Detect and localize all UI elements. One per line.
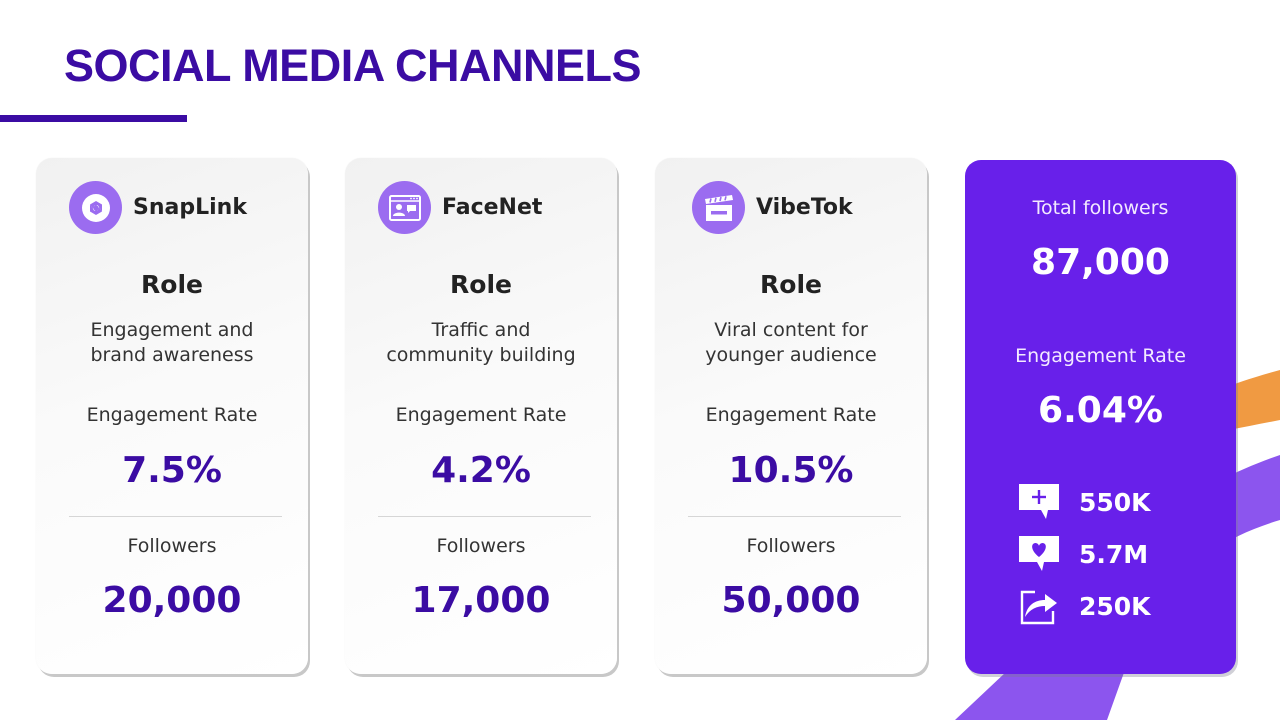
stat-value: 550K — [1079, 487, 1151, 517]
camera-aperture-icon — [69, 181, 122, 234]
summary-card: Total followers 87,000 Engagement Rate 6… — [965, 160, 1236, 674]
divider — [688, 516, 901, 517]
role-description: Viral content for younger audience — [655, 318, 927, 368]
video-chat-window-icon — [378, 181, 431, 234]
followers-value: 20,000 — [102, 580, 242, 621]
engagement-rate-label: Engagement Rate — [86, 404, 258, 426]
summary-engagement-value: 6.04% — [1038, 390, 1163, 431]
followers-label: Followers — [746, 535, 836, 557]
role-heading: Role — [760, 270, 822, 299]
engagement-rate-value: 4.2% — [431, 450, 531, 491]
role-heading: Role — [141, 270, 203, 299]
channel-name: SnapLink — [133, 195, 247, 220]
total-followers-label: Total followers — [1032, 197, 1169, 219]
comment-plus-icon — [1017, 482, 1061, 522]
role-heading: Role — [450, 270, 512, 299]
comment-heart-icon — [1017, 534, 1061, 574]
share-arrow-icon — [1017, 586, 1061, 626]
followers-value: 17,000 — [411, 580, 551, 621]
role-line-1: Engagement and — [90, 319, 254, 341]
stat-value: 5.7M — [1079, 539, 1149, 569]
clapperboard-icon — [692, 181, 745, 234]
role-line-1: Viral content for — [714, 319, 868, 341]
stat-shares: 250K — [1017, 586, 1151, 626]
summary-engagement-label: Engagement Rate — [1015, 345, 1186, 367]
total-followers-value: 87,000 — [1031, 242, 1170, 283]
channel-card-snaplink: SnapLink Role Engagement and brand aware… — [36, 158, 308, 674]
role-description: Engagement and brand awareness — [36, 318, 308, 368]
role-line-2: brand awareness — [90, 344, 254, 366]
engagement-rate-value: 10.5% — [728, 450, 854, 491]
followers-label: Followers — [127, 535, 217, 557]
role-line-1: Traffic and — [431, 319, 531, 341]
engagement-rate-value: 7.5% — [122, 450, 222, 491]
channel-name: FaceNet — [442, 195, 543, 220]
channel-name: VibeTok — [756, 195, 853, 220]
stat-likes: 5.7M — [1017, 534, 1148, 574]
divider — [69, 516, 282, 517]
title-underline — [0, 115, 187, 122]
role-description: Traffic and community building — [345, 318, 617, 368]
role-line-2: younger audience — [705, 344, 877, 366]
role-line-2: community building — [386, 344, 576, 366]
stat-comments: 550K — [1017, 482, 1151, 522]
channel-card-vibetok: VibeTok Role Viral content for younger a… — [655, 158, 927, 674]
followers-label: Followers — [436, 535, 526, 557]
stat-value: 250K — [1079, 591, 1151, 621]
page-title: SOCIAL MEDIA CHANNELS — [64, 40, 642, 91]
engagement-rate-label: Engagement Rate — [705, 404, 877, 426]
engagement-rate-label: Engagement Rate — [395, 404, 567, 426]
followers-value: 50,000 — [721, 580, 861, 621]
channel-card-facenet: FaceNet Role Traffic and community build… — [345, 158, 617, 674]
divider — [378, 516, 591, 517]
